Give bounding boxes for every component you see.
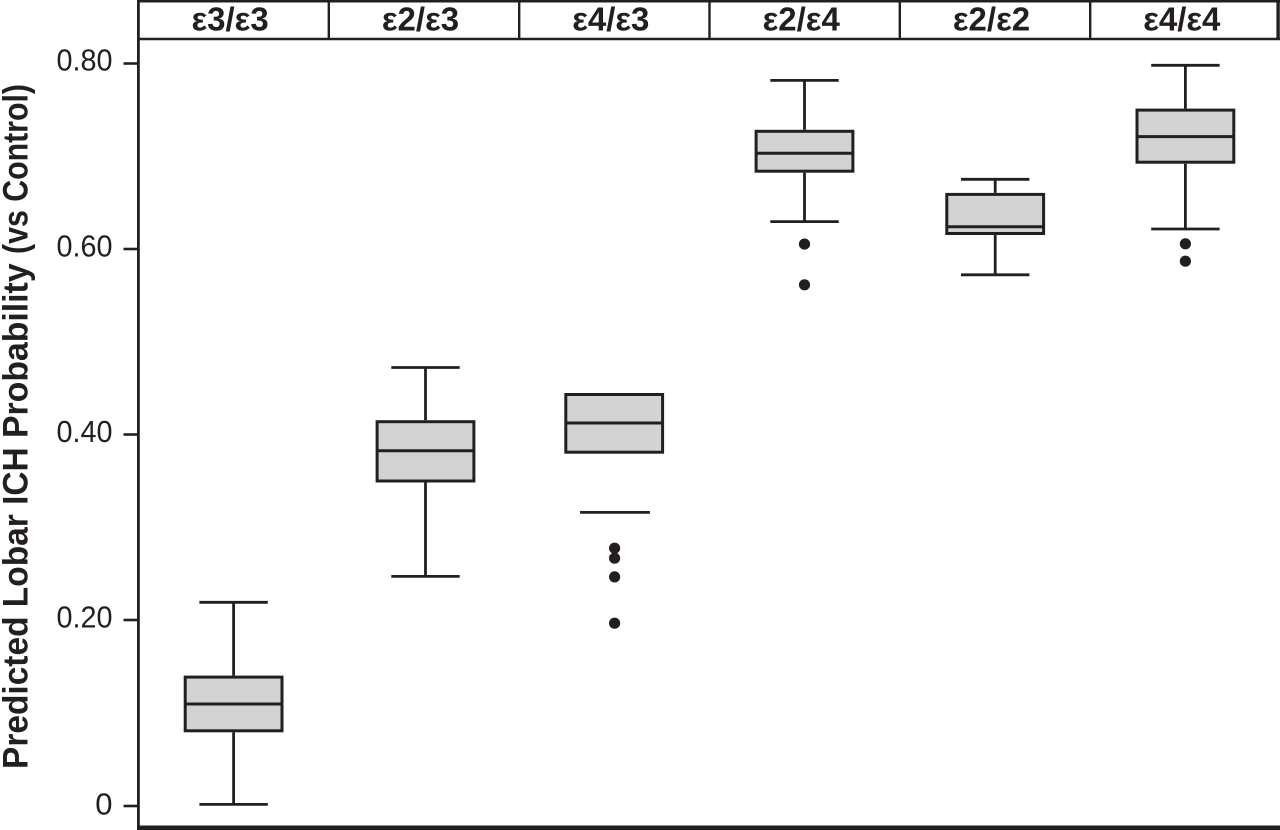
svg-text:0.20: 0.20: [57, 600, 113, 635]
svg-text:0.40: 0.40: [57, 414, 113, 449]
svg-text:0: 0: [95, 786, 112, 821]
svg-text:Predicted Lobar ICH Probabilit: Predicted Lobar ICH Probability (vs Cont…: [0, 84, 36, 769]
svg-text:0.60: 0.60: [57, 228, 113, 263]
svg-text:0.80: 0.80: [57, 43, 113, 78]
svg-text:ε2/ε3: ε2/ε3: [382, 1, 459, 38]
svg-text:ε4/ε4: ε4/ε4: [1143, 1, 1221, 38]
svg-text:ε2/ε2: ε2/ε2: [953, 1, 1030, 38]
svg-text:ε3/ε3: ε3/ε3: [191, 1, 268, 38]
svg-text:ε2/ε4: ε2/ε4: [763, 1, 841, 38]
svg-text:ε4/ε3: ε4/ε3: [572, 1, 649, 38]
